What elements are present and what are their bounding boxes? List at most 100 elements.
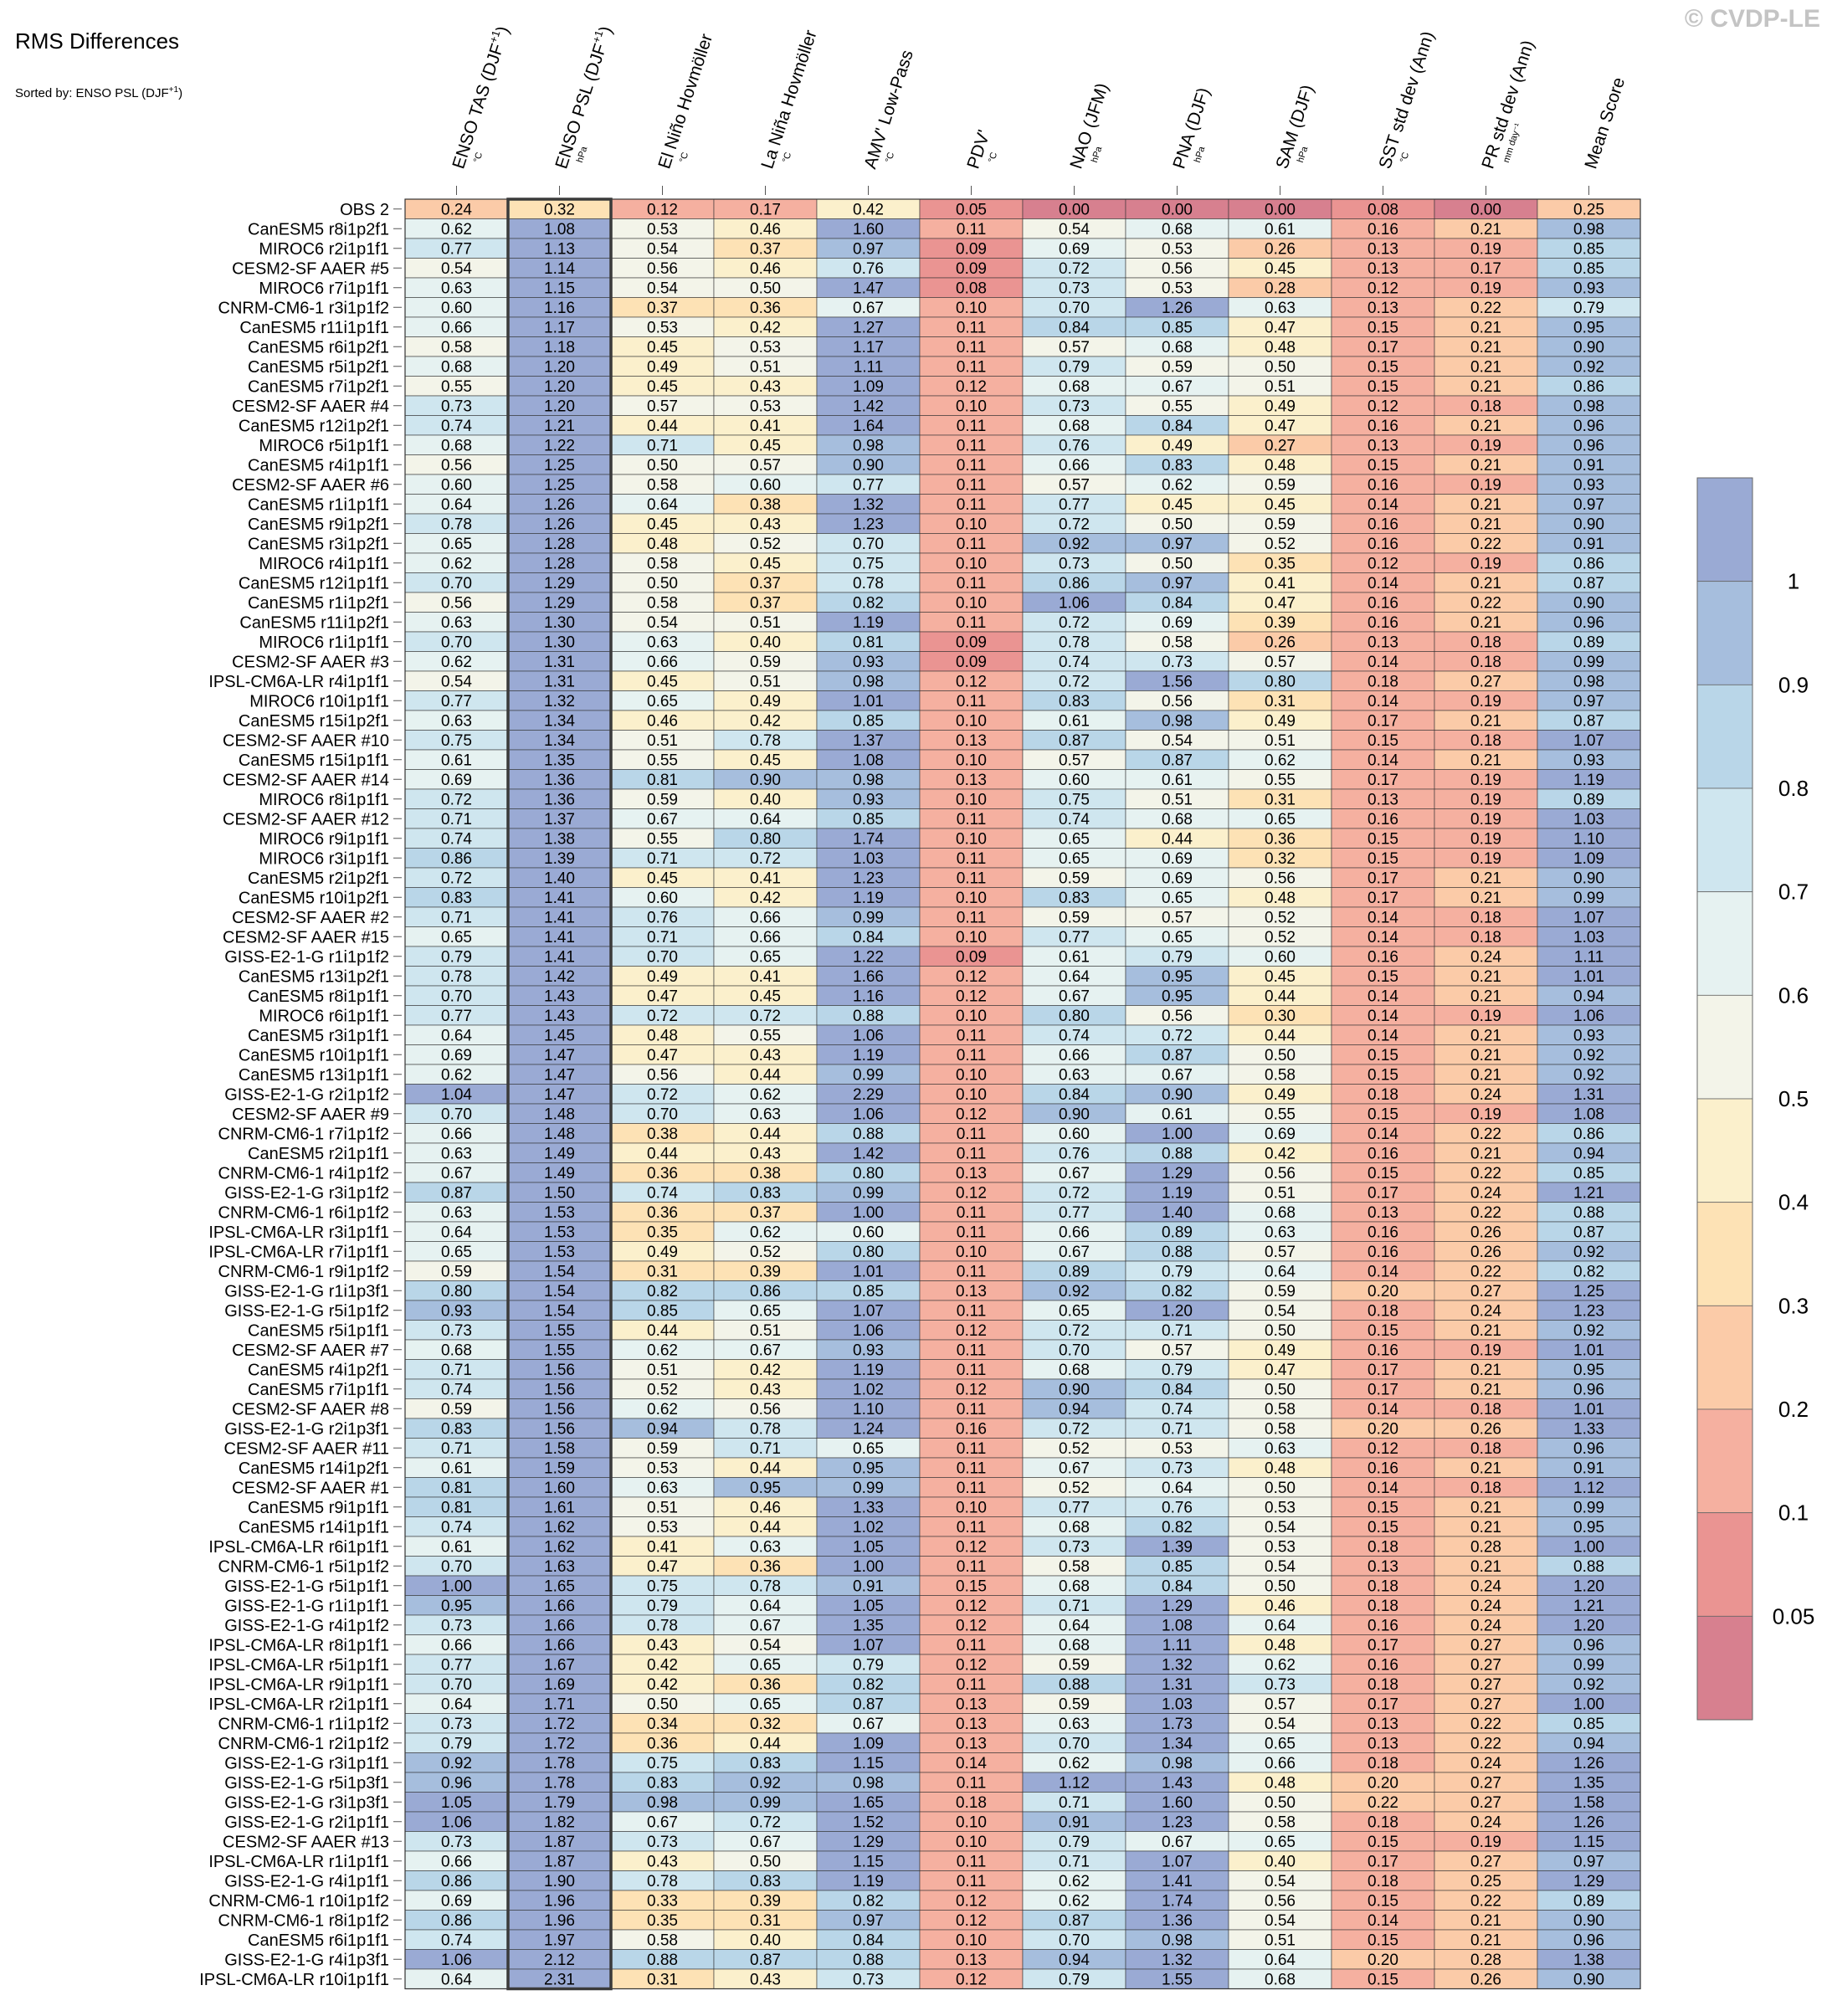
cell-value: 0.22 (1470, 1165, 1501, 1182)
cell-value: 1.29 (1573, 1873, 1604, 1890)
cell-value: 0.53 (1162, 280, 1193, 298)
cell-value: 0.16 (1368, 1146, 1398, 1163)
cell-value: 1.69 (544, 1676, 575, 1694)
cell-value: 0.56 (1265, 1893, 1296, 1911)
cell-value: 0.13 (956, 1696, 987, 1714)
cell-value: 0.21 (1470, 359, 1501, 377)
cell-value: 0.55 (1265, 1106, 1296, 1124)
cell-value: 0.12 (956, 1657, 987, 1675)
colorbar-segment (1696, 1512, 1753, 1617)
colorbar-segment (1696, 1098, 1753, 1203)
cell-value: 0.67 (647, 811, 678, 828)
cell-value: 0.89 (1573, 634, 1604, 652)
cell-value: 0.26 (1470, 1421, 1501, 1439)
cell-value: 0.51 (750, 674, 781, 691)
cell-value: 1.31 (544, 654, 575, 671)
cell-value: 0.11 (957, 457, 987, 475)
row-label: GISS-E2-1-G r3i1p1f2 (224, 1184, 389, 1203)
cell-value: 0.15 (1368, 1519, 1398, 1536)
cell-value: 0.14 (1368, 1480, 1398, 1497)
cell-value: 0.08 (956, 280, 987, 298)
cell-value: 0.94 (1573, 1146, 1604, 1163)
cell-value: 0.12 (956, 968, 987, 986)
cell-value: 0.15 (956, 1578, 987, 1596)
cell-value: 0.58 (647, 595, 678, 613)
row-label: CanESM5 r4i1p1f1 (248, 456, 389, 475)
cell-value: 1.15 (1573, 1834, 1604, 1851)
cell-value: 0.10 (956, 1500, 987, 1517)
cell-value: 1.06 (1059, 595, 1090, 613)
cell-value: 0.66 (647, 654, 678, 671)
cell-value: 0.27 (1470, 1676, 1501, 1694)
cell-value: 0.58 (647, 1932, 678, 1950)
cell-value: 0.15 (1368, 359, 1398, 377)
cell-value: 0.11 (957, 477, 987, 495)
cell-value: 0.59 (1059, 1657, 1090, 1675)
cell-value: 0.70 (1059, 1342, 1090, 1360)
cell-value: 0.63 (750, 1106, 781, 1124)
cell-value: 0.62 (1162, 477, 1193, 495)
cell-value: 0.19 (1470, 850, 1501, 868)
cell-value: 0.99 (853, 1185, 884, 1203)
cell-value: 0.43 (750, 1146, 781, 1163)
cell-value: 0.94 (1059, 1401, 1090, 1418)
cell-value: 1.49 (544, 1146, 575, 1163)
cell-value: 0.21 (1470, 1932, 1501, 1950)
cell-value: 1.64 (853, 418, 884, 435)
cell-value: 0.78 (750, 1578, 781, 1596)
row-label: MIROC6 r5i1p1f1 (259, 437, 389, 455)
cell-value: 0.67 (441, 1165, 472, 1182)
cell-value: 1.59 (544, 1460, 575, 1478)
row-label: MIROC6 r8i1p1f1 (259, 791, 389, 809)
cell-value: 0.74 (441, 1519, 472, 1536)
cell-value: 0.12 (956, 378, 987, 396)
cell-value: 0.53 (1265, 1500, 1296, 1517)
colorbar-label: 0.1 (1778, 1500, 1809, 1526)
cell-value: 0.71 (647, 850, 678, 868)
cell-value: 0.80 (853, 1165, 884, 1182)
cell-value: 0.91 (1573, 1460, 1604, 1478)
cell-value: 0.50 (1265, 1047, 1296, 1064)
cell-value: 1.23 (1573, 1303, 1604, 1321)
cell-value: 1.38 (1573, 1952, 1604, 1969)
row-label: GISS-E2-1-G r3i1p3f1 (224, 1793, 389, 1812)
cell-value: 0.45 (647, 870, 678, 888)
cell-value: 0.13 (956, 732, 987, 750)
cell-value: 0.68 (1059, 418, 1090, 435)
cell-value: 0.14 (1368, 910, 1398, 927)
cell-value: 0.97 (1162, 575, 1193, 592)
cell-value: 1.56 (544, 1401, 575, 1418)
cell-value: 0.11 (957, 1676, 987, 1694)
cell-value: 1.56 (1162, 674, 1193, 691)
cell-value: 1.19 (853, 614, 884, 632)
cell-value: 0.61 (441, 1460, 472, 1478)
cell-value: 0.57 (1059, 339, 1090, 357)
row-label: GISS-E2-1-G r2i1p3f1 (224, 1420, 389, 1439)
cell-value: 0.61 (441, 752, 472, 770)
cell-value: 0.67 (1162, 378, 1193, 396)
row-label: CanESM5 r11i1p1f1 (239, 319, 389, 337)
row-label: CanESM5 r8i1p1f1 (248, 987, 389, 1006)
cell-value: 1.17 (544, 320, 575, 337)
cell-value: 0.70 (441, 1558, 472, 1576)
cell-value: 1.00 (1573, 1539, 1604, 1557)
cell-value: 0.11 (957, 1264, 987, 1281)
cell-value: 1.37 (853, 732, 884, 750)
cell-value: 0.46 (1265, 1598, 1296, 1615)
row-label: CNRM-CM6-1 r3i1p1f2 (218, 299, 390, 317)
row-label: CESM2-SF AAER #10 (223, 731, 389, 750)
cell-value: 0.78 (647, 1618, 678, 1635)
cell-value: 0.48 (647, 1028, 678, 1045)
cell-value: 0.66 (441, 1126, 472, 1143)
row-label: CanESM5 r9i1p2f1 (248, 516, 389, 534)
cell-value: 0.95 (1162, 968, 1193, 986)
cell-value: 0.77 (1059, 496, 1090, 514)
row-label: CESM2-SF AAER #15 (223, 928, 389, 946)
cell-value: 0.87 (1573, 713, 1604, 731)
cell-value: 1.09 (853, 378, 884, 396)
cell-value: 1.10 (853, 1401, 884, 1418)
row-label: CESM2-SF AAER #14 (223, 771, 389, 789)
row-label: IPSL-CM6A-LR r4i1p1f1 (208, 673, 389, 691)
cell-value: 0.46 (750, 221, 781, 239)
cell-value: 0.42 (750, 890, 781, 907)
